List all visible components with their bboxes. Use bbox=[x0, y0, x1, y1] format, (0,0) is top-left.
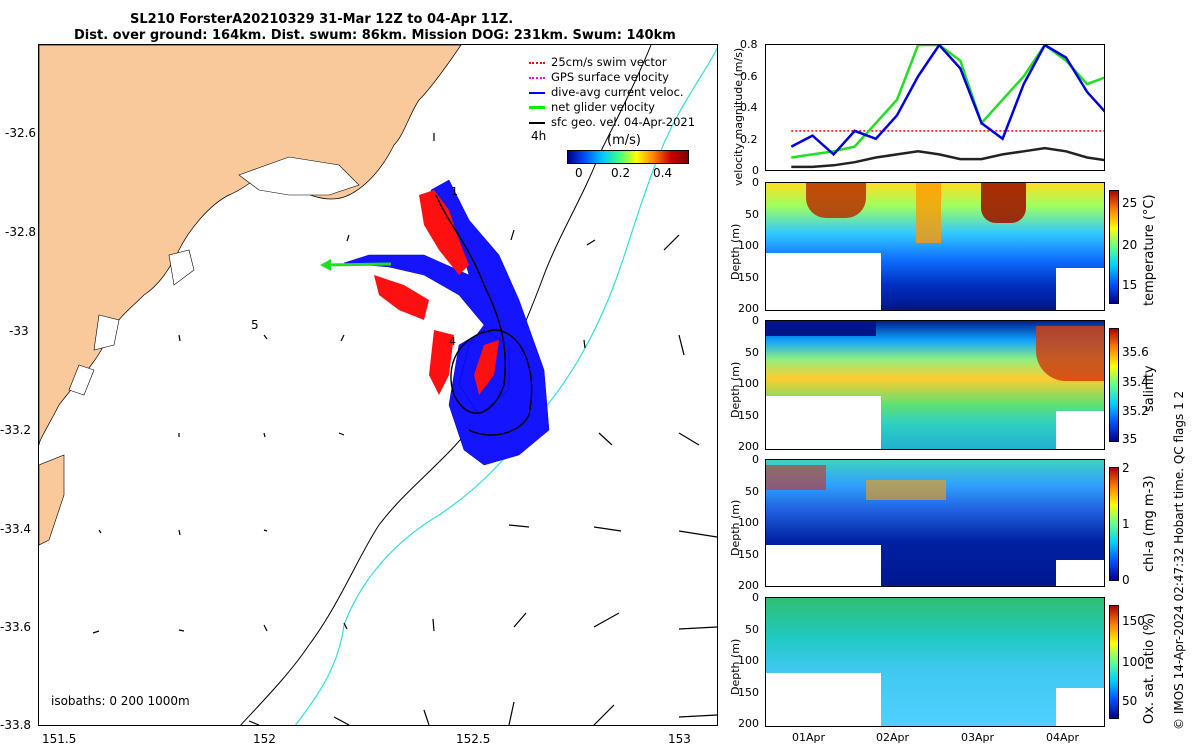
time-tick: 01Apr bbox=[792, 731, 826, 744]
map-xtick: 151.5 bbox=[42, 732, 77, 746]
map-panel: 1 4 5 bbox=[38, 44, 718, 726]
chla-cb-tick: 2 bbox=[1122, 461, 1130, 475]
depth-ytick: 50 bbox=[745, 345, 759, 359]
velocity-chart-svg bbox=[790, 45, 1104, 169]
map-legend: 25cm/s swim vector GPS surface velocity … bbox=[529, 55, 695, 130]
isobaths-label: isobaths: 0 200 1000m bbox=[51, 694, 190, 708]
legend-item-swim: 25cm/s swim vector bbox=[529, 55, 695, 70]
geo-velocity-arrows bbox=[92, 133, 717, 725]
oxygen-cb-tick: 50 bbox=[1122, 694, 1138, 708]
chart-title-line2: Dist. over ground: 164km. Dist. swum: 86… bbox=[74, 28, 676, 43]
oxygen-colorbar bbox=[1109, 605, 1119, 719]
velocity-ytick: 0 bbox=[752, 164, 759, 177]
depth-ytick: 200 bbox=[738, 440, 759, 453]
map-ytick: -33 bbox=[9, 324, 29, 338]
map-ytick: -33.8 bbox=[0, 718, 32, 732]
time-tick: 02Apr bbox=[876, 731, 910, 744]
map-xtick: 152.5 bbox=[456, 732, 491, 746]
marker-5: 5 bbox=[251, 318, 259, 332]
map-ytick: -33.4 bbox=[0, 522, 32, 536]
depth-ytick: 0 bbox=[752, 591, 759, 604]
temperature-cb-tick: 15 bbox=[1122, 278, 1138, 292]
depth-ytick: 100 bbox=[738, 239, 759, 252]
depth-ytick: 150 bbox=[738, 270, 759, 284]
oxygen-cb-tick: 150 bbox=[1122, 614, 1145, 628]
map-ytick: -33.6 bbox=[0, 620, 32, 634]
legend-item-geo: sfc geo. vel. 04-Apr-2021 bbox=[529, 115, 695, 130]
map-ytick: -32.6 bbox=[5, 126, 37, 140]
depth-ytick: 0 bbox=[752, 176, 759, 189]
scale-label: 4h bbox=[531, 129, 546, 143]
time-tick: 03Apr bbox=[961, 731, 995, 744]
temperature-cb-tick: 25 bbox=[1122, 196, 1138, 210]
depth-ytick: 100 bbox=[738, 377, 759, 390]
map-xtick: 153 bbox=[668, 732, 691, 746]
temperature-section bbox=[765, 182, 1105, 311]
glider-track bbox=[435, 194, 533, 436]
velocity-ytick: 0.6 bbox=[740, 70, 758, 83]
legend-item-net: net glider velocity bbox=[529, 100, 695, 115]
map-colorbar-tick-0: 0 bbox=[575, 166, 583, 180]
legend-item-dive: dive-avg current veloc. bbox=[529, 85, 695, 100]
depth-ytick: 150 bbox=[738, 408, 759, 422]
legend-item-gps: GPS surface velocity bbox=[529, 70, 695, 85]
chla-cb-label: chl-a (mg m-3) bbox=[1142, 475, 1157, 572]
velocity-ytick: 0.2 bbox=[740, 133, 758, 146]
glider-swath-blue bbox=[343, 179, 550, 466]
velocity-series-1 bbox=[791, 45, 1104, 159]
depth-ytick: 0 bbox=[752, 453, 759, 466]
depth-ytick: 100 bbox=[738, 516, 759, 529]
land-coastline bbox=[39, 45, 462, 446]
depth-ytick: 150 bbox=[738, 685, 759, 699]
depth-ytick: 200 bbox=[738, 579, 759, 592]
velocity-ytick: 0.8 bbox=[740, 38, 758, 51]
salinity-cb-label: salinity bbox=[1142, 365, 1157, 412]
salinity-cb-tick: 35.2 bbox=[1122, 404, 1149, 418]
oxygen-cb-tick: 100 bbox=[1122, 655, 1145, 669]
map-colorbar-tick-2: 0.4 bbox=[653, 166, 673, 180]
salinity-colorbar bbox=[1109, 328, 1119, 442]
time-tick: 04Apr bbox=[1046, 731, 1080, 744]
net-velocity-arrow bbox=[323, 262, 392, 267]
velocity-series-2 bbox=[790, 45, 1104, 157]
chart-title-line1: SL210 ForsterA20210329 31-Mar 12Z to 04-… bbox=[130, 12, 514, 27]
map-colorbar bbox=[567, 150, 689, 164]
glider-swath-red bbox=[374, 190, 499, 395]
oxygen-cb-label: Ox. sat. ratio (%) bbox=[1142, 613, 1157, 724]
map-ytick: -33.2 bbox=[0, 423, 32, 437]
depth-ytick: 0 bbox=[752, 314, 759, 327]
chla-colorbar bbox=[1109, 467, 1119, 581]
salinity-section bbox=[765, 320, 1105, 450]
imos-footer: © IMOS 14-Apr-2024 02:47:32 Hobart time.… bbox=[1172, 390, 1186, 730]
depth-ytick: 50 bbox=[745, 484, 759, 498]
velocity-ylabel: velocity magnitude (m/s) bbox=[732, 47, 745, 186]
oxygen-section bbox=[765, 597, 1105, 727]
depth-ytick: 50 bbox=[745, 622, 759, 636]
map-ytick: -32.8 bbox=[5, 225, 37, 239]
velocity-series-3 bbox=[791, 146, 1104, 169]
map-colorbar-tick-1: 0.2 bbox=[611, 166, 631, 180]
depth-ytick: 200 bbox=[738, 717, 759, 730]
temperature-colorbar bbox=[1109, 190, 1119, 304]
marker-1: 1 bbox=[451, 185, 458, 198]
chla-section bbox=[765, 459, 1105, 587]
depth-ytick: 150 bbox=[738, 547, 759, 561]
chla-cb-tick: 1 bbox=[1122, 517, 1130, 531]
temperature-cb-label: temperature (°C) bbox=[1142, 194, 1157, 306]
map-xtick: 152 bbox=[253, 732, 276, 746]
depth-ytick: 50 bbox=[745, 207, 759, 221]
depth-ytick: 200 bbox=[738, 302, 759, 315]
salinity-cb-tick: 35.6 bbox=[1122, 345, 1149, 359]
salinity-cb-tick: 35 bbox=[1122, 432, 1138, 446]
map-colorbar-unit: (m/s) bbox=[607, 133, 641, 148]
marker-4: 4 bbox=[449, 335, 456, 348]
temperature-cb-tick: 20 bbox=[1122, 238, 1138, 252]
depth-ytick: 100 bbox=[738, 654, 759, 667]
velocity-ytick: 0.4 bbox=[740, 101, 758, 114]
salinity-cb-tick: 35.4 bbox=[1122, 375, 1149, 389]
velocity-panel bbox=[765, 44, 1105, 171]
chla-cb-tick: 0 bbox=[1122, 573, 1130, 587]
